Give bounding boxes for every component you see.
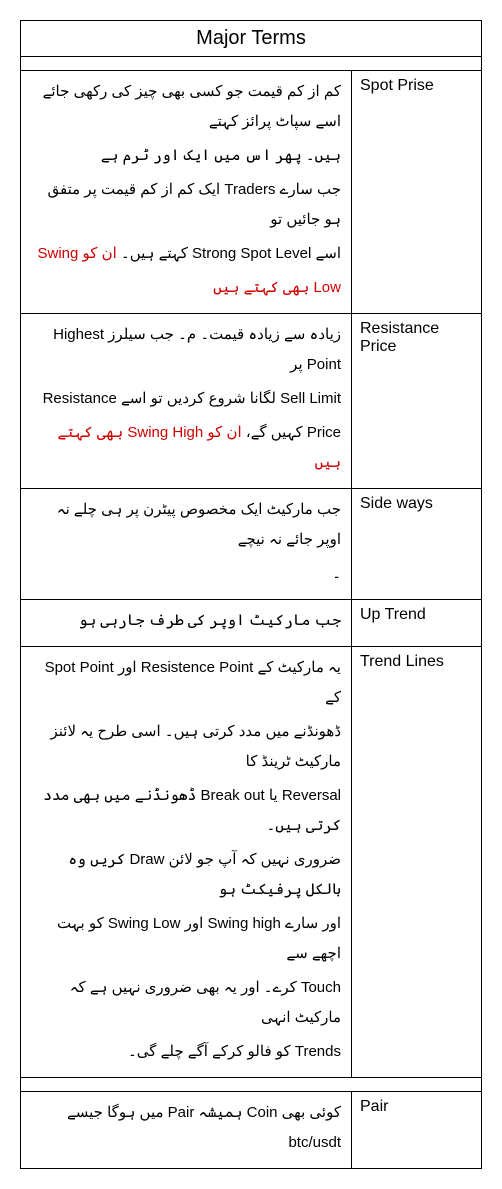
table-row: زیادہ سے زیادہ قیمت۔ م۔ جب سیلرز Highest…	[21, 314, 481, 489]
table-row: کم از کم قیمت جو کسی بھی چیز کی رکھی جائ…	[21, 71, 481, 314]
term-name: Spot Prise	[351, 71, 481, 313]
term-description: زیادہ سے زیادہ قیمت۔ م۔ جب سیلرز Highest…	[21, 314, 351, 488]
table-row: جب مارکیٹ ایک مخصوص پیٹرن پر ہی چلے نہ ا…	[21, 489, 481, 600]
table-row: کوئی بھی Coin ہمیشہ Pair میں ہوگا جیسے b…	[21, 1092, 481, 1168]
term-description: جب مارکیٹ ایک مخصوص پیٹرن پر ہی چلے نہ ا…	[21, 489, 351, 599]
spacer-row	[21, 57, 481, 71]
term-name: Pair	[351, 1092, 481, 1168]
table-row: جب مارکیٹ اوپر کی طرف جارہی ہوUp Trend	[21, 600, 481, 647]
table-title: Major Terms	[21, 21, 481, 57]
term-description: یہ مارکیٹ کے Resistence Point اور Spot P…	[21, 647, 351, 1077]
term-name: Up Trend	[351, 600, 481, 646]
terms-table: Major Terms کم از کم قیمت جو کسی بھی چیز…	[20, 20, 482, 1169]
term-name: Resistance Price	[351, 314, 481, 488]
table-row: یہ مارکیٹ کے Resistence Point اور Spot P…	[21, 647, 481, 1078]
term-description: کوئی بھی Coin ہمیشہ Pair میں ہوگا جیسے b…	[21, 1092, 351, 1168]
spacer-row	[21, 1078, 481, 1092]
term-name: Trend Lines	[351, 647, 481, 1077]
term-description: جب مارکیٹ اوپر کی طرف جارہی ہو	[21, 600, 351, 646]
term-name: Side ways	[351, 489, 481, 599]
term-description: کم از کم قیمت جو کسی بھی چیز کی رکھی جائ…	[21, 71, 351, 313]
